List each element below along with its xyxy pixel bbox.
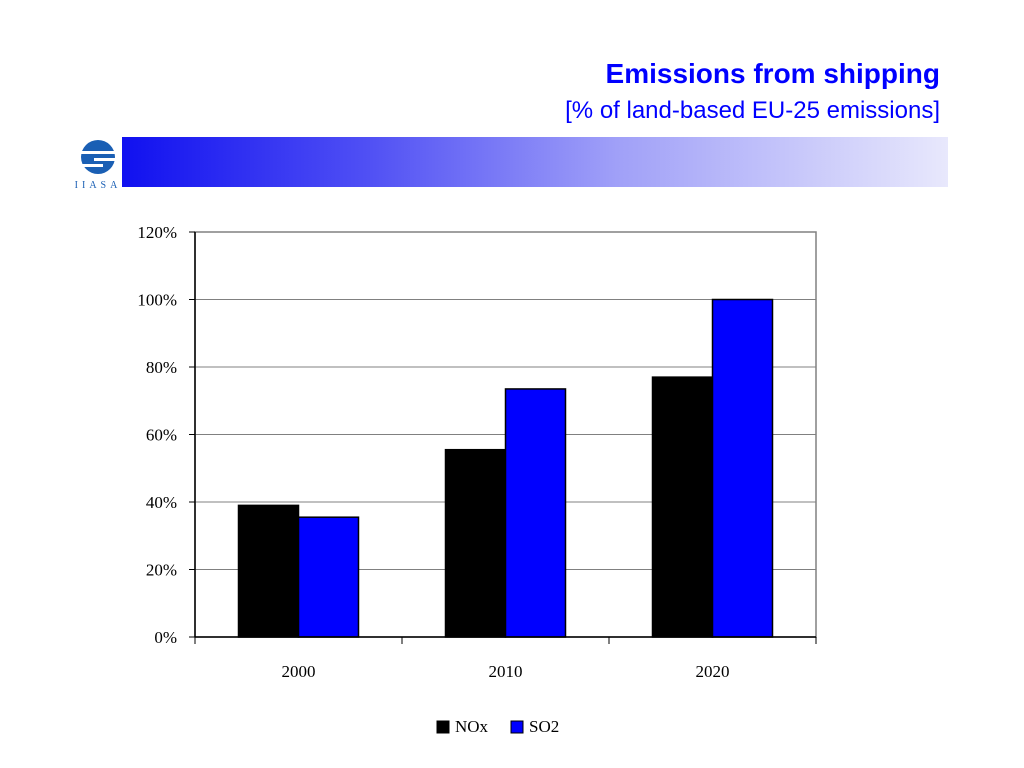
x-tick-label: 2020	[696, 662, 730, 681]
y-tick-label: 0%	[154, 628, 177, 647]
bar-so2-2000	[297, 516, 360, 638]
bar-nox-2010	[444, 448, 507, 638]
y-tick-label: 60%	[146, 426, 177, 445]
logo-text: IIASA	[75, 180, 122, 191]
y-tick-label: 20%	[146, 561, 177, 580]
y-tick-label: 100%	[137, 291, 177, 310]
legend-swatch-so2	[510, 720, 524, 734]
legend-swatch-nox	[436, 720, 450, 734]
x-tick-label: 2010	[489, 662, 523, 681]
legend: NOx SO2	[436, 717, 559, 736]
y-tick-label: 80%	[146, 358, 177, 377]
y-tick-label: 40%	[146, 493, 177, 512]
legend-label-nox: NOx	[455, 717, 489, 736]
bar-nox-2020	[651, 376, 714, 638]
x-tick-label: 2000	[282, 662, 316, 681]
iiasa-logo: IIASA	[72, 135, 122, 191]
axes: 0% 20% 40% 60% 80% 100% 120% 2000 2010 2020	[137, 223, 817, 681]
page-subtitle: [% of land-based EU-25 emissions]	[565, 97, 940, 124]
bar-so2-2010	[504, 388, 567, 638]
header-banner	[120, 137, 948, 187]
page-title: Emissions from shipping	[605, 58, 940, 89]
y-tick-label: 120%	[137, 223, 177, 242]
bar-nox-2000	[237, 504, 300, 638]
legend-label-so2: SO2	[529, 717, 559, 736]
bar-so2-2020	[711, 298, 774, 638]
bars	[237, 298, 774, 638]
